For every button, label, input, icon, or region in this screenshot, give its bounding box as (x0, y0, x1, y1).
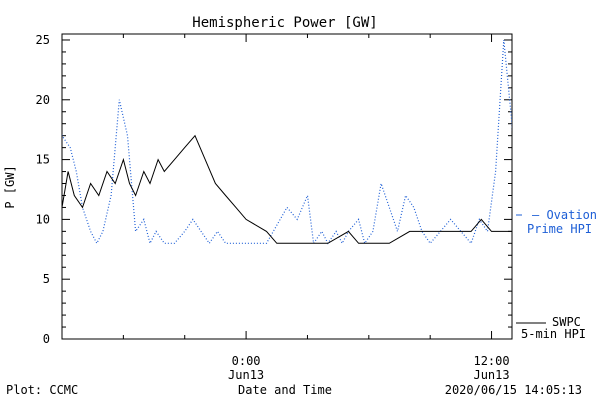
x-axis-label: Date and Time (238, 383, 332, 397)
chart-title: Hemispheric Power [GW] (192, 15, 377, 31)
legend-ovation-label-line1: — Ovation (532, 208, 597, 222)
swpc-series-line (62, 134, 512, 244)
x-axis: 0:00Jun1312:00Jun130:00Jun1412:00Jun140:… (61, 34, 510, 382)
x-tick-time-label: 12:00 (473, 354, 509, 368)
plot-frame (61, 33, 513, 340)
y-tick-label: 0 (43, 332, 50, 346)
x-tick-time-label: 0:00 (232, 354, 261, 368)
footer-right-timestamp: 2020/06/15 14:05:13 (445, 383, 582, 397)
legend-ovation-label-line2: Prime HPI (527, 222, 592, 236)
ovation-prime-series-line (62, 39, 512, 245)
y-tick-label: 10 (36, 212, 50, 226)
y-axis-label: P [GW] (3, 165, 17, 208)
legend-swpc-label-line2: 5-min HPI (521, 327, 586, 341)
legend-swpc-label-line1: SWPC (552, 315, 581, 329)
x-tick-date-label: Jun13 (473, 368, 509, 382)
y-tick-label: 20 (36, 93, 50, 107)
y-tick-label: 15 (36, 153, 50, 167)
footer-left-text: Plot: CCMC (6, 383, 78, 397)
y-tick-label: 25 (36, 33, 50, 47)
series-layer (62, 39, 512, 245)
y-axis: 0 5 10 15 20 25 (36, 33, 512, 346)
x-tick-date-label: Jun13 (228, 368, 264, 382)
y-tick-label: 5 (43, 272, 50, 286)
